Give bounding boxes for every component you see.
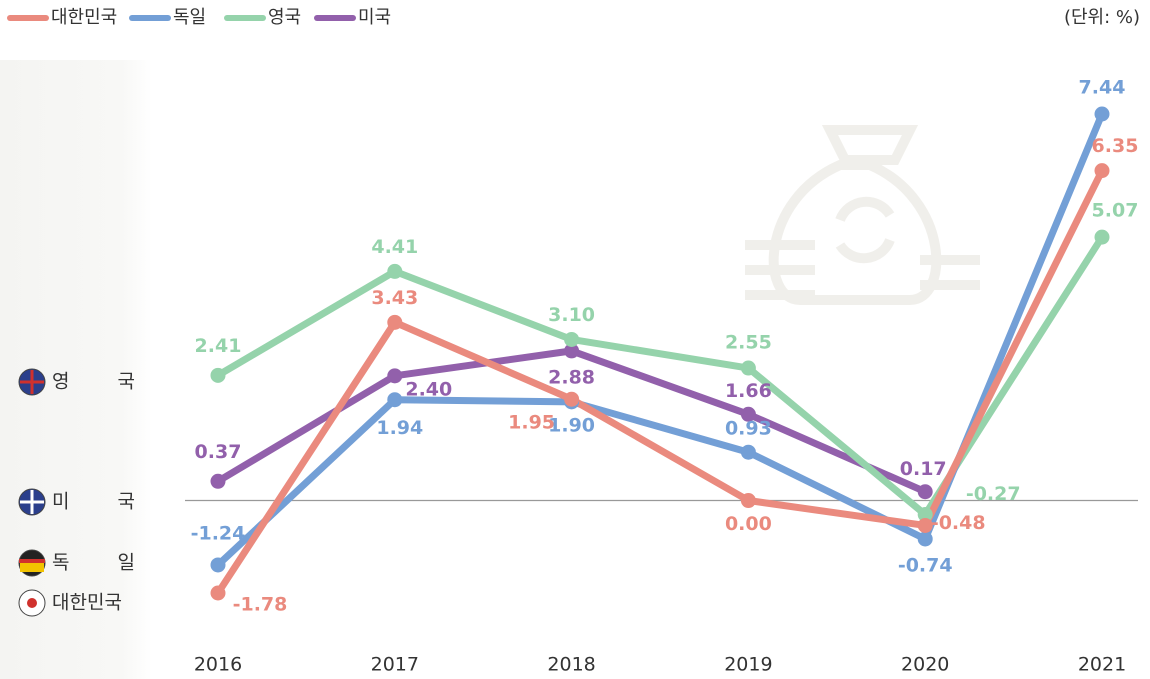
legend-label: 미국 [358,7,391,28]
side-panel [0,60,152,679]
data-point [210,585,226,601]
data-point [210,557,226,573]
value-label: 0.37 [195,441,242,463]
legend-label: 대한민국 [51,7,117,28]
data-point [740,493,756,509]
value-label: 1.90 [548,414,595,436]
x-tick-label: 2019 [724,654,772,676]
data-point [564,331,580,347]
flag-stripe [20,370,44,394]
value-label: -0.74 [898,554,953,576]
value-label: 2.40 [405,378,452,400]
value-label: 3.43 [371,287,418,309]
value-label: -0.48 [931,512,986,534]
data-point [564,391,580,407]
data-point [917,507,933,523]
value-label: 5.07 [1092,200,1139,222]
legend-label: 독일 [173,7,206,28]
series-line [214,167,1106,597]
data-point [1094,229,1110,245]
data-point [740,360,756,376]
value-label: 1.94 [376,417,423,439]
data-point [917,484,933,500]
background-icon [745,125,980,305]
flag-symbol [27,598,37,608]
data-point [917,517,933,533]
value-label: 0.93 [725,418,772,440]
data-point [387,314,403,330]
data-point [210,367,226,383]
side-legend-label: 대한민국 [52,592,122,614]
value-label: 1.95 [508,412,555,434]
x-tick-label: 2018 [547,654,595,676]
data-point [1094,163,1110,179]
flag-stripe [20,490,44,514]
value-label: 2.41 [195,335,242,357]
series-line [214,233,1106,519]
value-label: 7.44 [1079,77,1126,99]
data-point [564,343,580,359]
data-point [387,263,403,279]
data-point [917,531,933,547]
value-label: -0.27 [966,483,1021,505]
flag-stripe [20,563,44,572]
data-point [387,368,403,384]
x-tick-label: 2021 [1078,654,1126,676]
data-point [1094,106,1110,122]
value-label: -1.78 [233,594,288,616]
x-tick-label: 2017 [371,654,419,676]
value-label: 0.00 [725,513,772,535]
flag-stripe [19,559,45,563]
x-tick-label: 2016 [194,654,242,676]
value-label: 2.55 [725,332,772,354]
legend-label: 영국 [268,7,301,28]
value-label: 4.41 [371,236,418,258]
unit-note: (단위: %) [1064,7,1140,28]
data-point [740,444,756,460]
value-label: 1.66 [725,380,772,402]
data-point [210,473,226,489]
value-label: -1.24 [191,522,246,544]
x-tick-label: 2020 [901,654,949,676]
data-point [387,392,403,408]
value-labels: 0.37 2.40 2.88 1.66 0.17 2.41 4.41 3.10 2.55 -0.2… [191,77,1139,616]
data-point [740,406,756,422]
points [210,106,1110,601]
value-label: 6.35 [1092,135,1139,157]
value-label: 2.88 [548,366,595,388]
value-label: 3.10 [548,304,595,326]
value-label: 0.17 [900,458,947,480]
